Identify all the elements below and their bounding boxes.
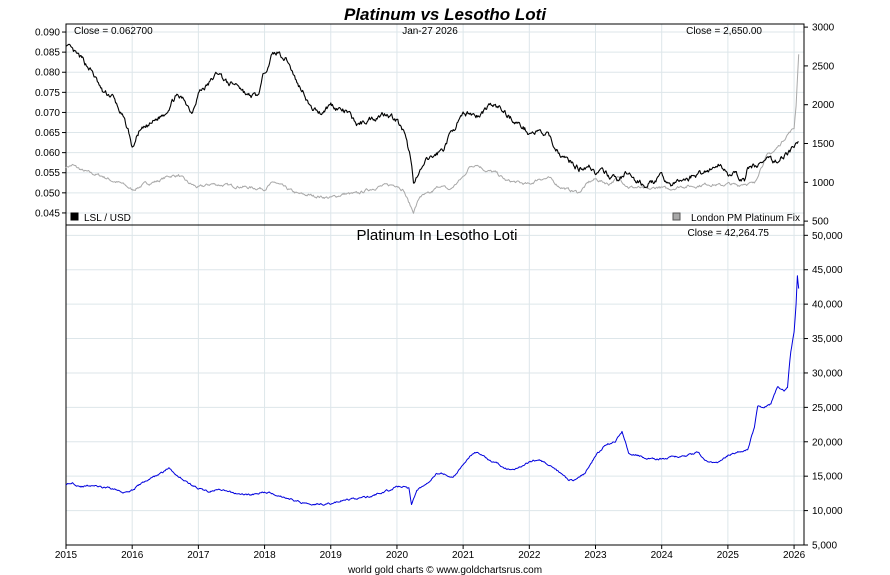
top-panel-series (65, 43, 800, 214)
lsl-tick-label: 0.085 (35, 48, 60, 59)
platinum-tick-label: 1500 (812, 139, 835, 150)
loti-axis-ticks: 50,000 45,000 40,000 35,000 30,000 25,000 20,0… (804, 231, 843, 552)
platinum-in-loti-line (65, 275, 800, 506)
loti-tick-label: 30,000 (812, 368, 843, 379)
platinum-tick-label: 1000 (812, 178, 835, 189)
platinum-axis-ticks: 3000 2500 2000 1500 1000 500 (804, 23, 835, 228)
year-tick-label: 2022 (518, 550, 541, 561)
year-tick-label: 2023 (584, 550, 607, 561)
loti-tick-label: 50,000 (812, 231, 843, 242)
platinum-legend-swatch (672, 212, 681, 221)
year-tick-label: 2025 (717, 550, 740, 561)
bottom-panel-grid (65, 225, 804, 546)
lsl-tick-label: 0.060 (35, 148, 60, 159)
lsl-usd-line (65, 43, 799, 189)
year-tick-label: 2020 (386, 550, 409, 561)
bottom-panel-title: Platinum In Lesotho Loti (357, 227, 518, 244)
plot-frame (65, 23, 805, 546)
loti-tick-label: 45,000 (812, 265, 843, 276)
bottom-panel-series (65, 275, 800, 506)
platinum-legend-label: London PM Platinum Fix (691, 213, 800, 224)
platinum-tick-label: 3000 (812, 23, 835, 34)
lsl-legend-label: LSL / USD (84, 213, 131, 224)
lsl-axis-ticks: 0.090 0.085 0.080 0.075 0.070 0.065 0.060 0.055… (35, 28, 66, 219)
loti-tick-label: 25,000 (812, 403, 843, 414)
top-panel-grid (65, 24, 804, 225)
loti-close-label: Close = 42,264.75 (688, 228, 770, 239)
year-tick-label: 2021 (452, 550, 475, 561)
lsl-tick-label: 0.050 (35, 188, 60, 199)
footer-credit: world gold charts © www.goldchartsrus.co… (347, 565, 542, 575)
year-tick-label: 2024 (651, 550, 674, 561)
loti-tick-label: 10,000 (812, 506, 843, 517)
platinum-tick-label: 2000 (812, 100, 835, 111)
year-tick-label: 2015 (55, 550, 78, 561)
lsl-tick-label: 0.055 (35, 168, 60, 179)
loti-tick-label: 40,000 (812, 300, 843, 311)
lsl-close-label: Close = 0.062700 (74, 26, 153, 37)
loti-tick-label: 35,000 (812, 334, 843, 345)
year-tick-label: 2017 (187, 550, 210, 561)
year-axis-ticks: 2015 2016 2017 2018 2019 2020 2021 2022 2023 2024… (55, 545, 806, 561)
loti-tick-label: 5,000 (812, 541, 837, 552)
platinum-tick-label: 2500 (812, 61, 835, 72)
chart-title: Platinum vs Lesotho Loti (344, 5, 547, 24)
lsl-tick-label: 0.045 (35, 208, 60, 219)
lsl-legend-swatch (70, 212, 79, 221)
year-tick-label: 2019 (320, 550, 343, 561)
year-tick-label: 2026 (783, 550, 806, 561)
lsl-tick-label: 0.080 (35, 68, 60, 79)
lsl-tick-label: 0.075 (35, 88, 60, 99)
loti-tick-label: 20,000 (812, 437, 843, 448)
platinum-price-line (65, 54, 800, 214)
loti-tick-label: 15,000 (812, 472, 843, 483)
lsl-tick-label: 0.070 (35, 108, 60, 119)
platinum-close-label: Close = 2,650.00 (686, 26, 762, 37)
date-label: Jan-27 2026 (402, 26, 458, 37)
lsl-tick-label: 0.065 (35, 128, 60, 139)
lsl-tick-label: 0.090 (35, 28, 60, 39)
year-tick-label: 2018 (253, 550, 276, 561)
year-tick-label: 2016 (121, 550, 144, 561)
platinum-tick-label: 500 (812, 217, 829, 228)
